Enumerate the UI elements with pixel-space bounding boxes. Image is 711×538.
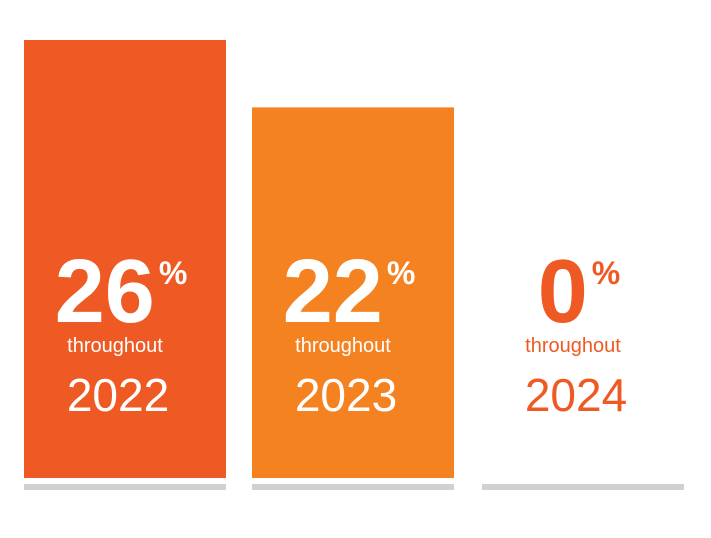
year-label-2024: 2024 xyxy=(525,369,627,421)
baseline-2023 xyxy=(252,484,454,490)
throughout-label-2022: throughout xyxy=(67,335,163,357)
bars-layer xyxy=(24,40,454,478)
value-number: 26 xyxy=(55,242,155,342)
baseline-2022 xyxy=(24,484,226,490)
value-label-2022: 26% xyxy=(55,242,188,342)
value-number: 22 xyxy=(283,242,383,342)
value-label-2024: 0% xyxy=(538,242,621,342)
throughout-label-2023: throughout xyxy=(295,335,391,357)
baselines-layer xyxy=(24,484,684,490)
bar-2022 xyxy=(24,40,226,478)
percent-sign: % xyxy=(159,255,187,291)
value-number: 0 xyxy=(538,242,588,342)
baseline-2024 xyxy=(482,484,684,490)
throughout-label-2024: throughout xyxy=(525,335,621,357)
year-label-2023: 2023 xyxy=(295,369,397,421)
bar-2023 xyxy=(252,107,454,478)
value-label-2023: 22% xyxy=(283,242,416,342)
year-label-2022: 2022 xyxy=(67,369,169,421)
percent-sign: % xyxy=(592,255,620,291)
percent-sign: % xyxy=(387,255,415,291)
